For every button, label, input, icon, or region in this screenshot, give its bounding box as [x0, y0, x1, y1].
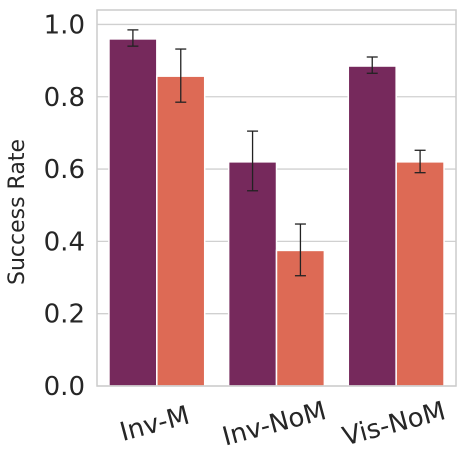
y-tick-label: 0.6: [44, 155, 85, 185]
y-axis-ticks: 0.0 0.2 0.4 0.6 0.8 1.0: [44, 10, 85, 402]
bar: [108, 38, 158, 387]
bar: [227, 161, 278, 387]
y-tick-label: 0.0: [44, 372, 85, 402]
y-tick-label: 0.8: [44, 83, 85, 113]
bar: [347, 65, 397, 387]
bar: [395, 161, 445, 387]
bars: [108, 38, 445, 387]
x-tick-label: Inv-M: [117, 401, 193, 448]
x-tick-label: Vis-NoM: [339, 396, 448, 452]
error-bars: [127, 29, 426, 277]
y-tick-label: 0.2: [44, 300, 85, 330]
y-axis-title: Success Rate: [5, 139, 30, 285]
x-tick-label: Inv-NoM: [219, 396, 329, 452]
bar: [156, 75, 206, 387]
x-axis-ticks: Inv-M Inv-NoM Vis-NoM: [117, 396, 449, 452]
y-tick-label: 1.0: [44, 10, 85, 40]
y-tick-label: 0.4: [44, 227, 85, 257]
plot-frame: [96, 9, 457, 387]
